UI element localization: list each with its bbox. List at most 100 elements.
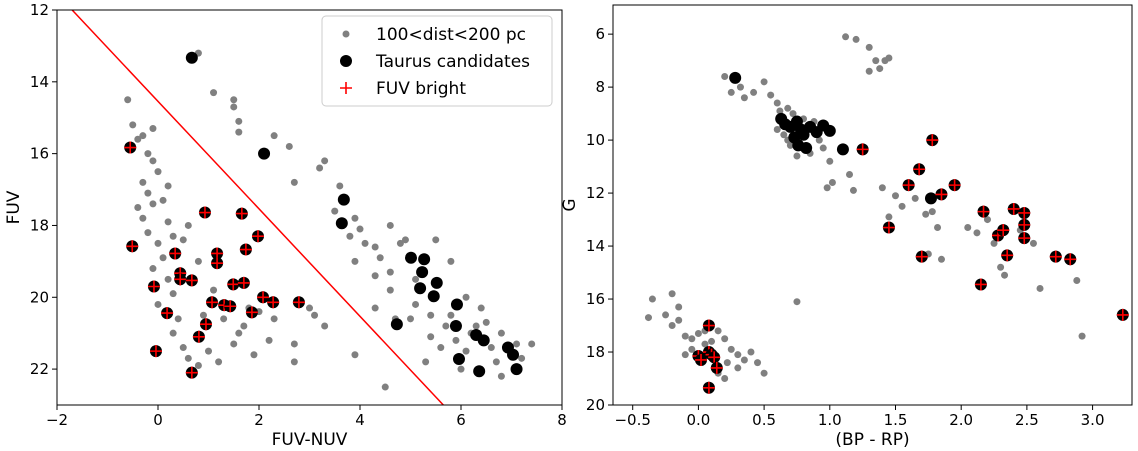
point (206, 296, 219, 309)
point (852, 35, 860, 43)
point (457, 365, 465, 373)
point (924, 192, 937, 205)
x-tick-label: 0.5 (752, 411, 776, 429)
point (727, 345, 735, 353)
point (149, 200, 157, 208)
point-plus (149, 345, 162, 358)
point (139, 132, 147, 140)
point (977, 205, 990, 218)
point (198, 206, 211, 219)
point-plus (1049, 250, 1062, 263)
legend-label: 100<dist<200 pc (376, 25, 526, 45)
point (1029, 239, 1037, 247)
point (793, 298, 801, 306)
point (427, 311, 435, 319)
point (487, 344, 495, 352)
point (331, 207, 339, 215)
point (164, 275, 172, 283)
point (224, 300, 237, 313)
point (346, 232, 354, 240)
x-tick-label: 2.0 (949, 411, 973, 429)
point (335, 217, 348, 230)
point-plus (199, 318, 212, 331)
point (390, 318, 403, 331)
point (184, 221, 192, 229)
x-tick-label: 2.5 (1015, 411, 1039, 429)
point (149, 125, 157, 132)
point (169, 329, 177, 337)
point (928, 208, 936, 216)
point (361, 239, 369, 247)
point-plus (124, 141, 137, 154)
point (265, 336, 273, 344)
y-tick-label: 20 (586, 396, 605, 414)
point-plus (224, 300, 237, 313)
point-plus (902, 179, 915, 192)
y-axis-label: G (560, 198, 580, 211)
point (422, 358, 430, 366)
point (990, 239, 998, 247)
point-plus (1001, 249, 1014, 262)
point (270, 315, 278, 323)
point (849, 186, 857, 194)
point (473, 365, 486, 378)
point (235, 207, 248, 220)
point (416, 266, 429, 279)
point (321, 322, 329, 330)
point (823, 124, 836, 137)
point (412, 275, 420, 283)
point (708, 351, 721, 364)
point (340, 55, 352, 67)
point (872, 57, 880, 65)
point (926, 134, 939, 147)
point (702, 381, 715, 394)
point (973, 229, 981, 237)
point (688, 335, 696, 343)
point-plus (974, 278, 987, 291)
point (386, 221, 394, 229)
point-plus (185, 366, 198, 379)
panel: −2 0 2 4 6 8 12 14 16 18 20 22 FUV-NUV FUV 100<dist<20… (4, 1, 567, 450)
point (815, 136, 823, 144)
point-plus (935, 188, 948, 201)
point (694, 329, 702, 337)
point-plus (997, 224, 1010, 237)
point (342, 30, 350, 38)
point (974, 278, 987, 291)
point-plus (206, 296, 219, 309)
y-tick-label: 16 (586, 290, 605, 308)
point (882, 221, 895, 234)
point (185, 51, 198, 64)
point (290, 358, 298, 366)
point (447, 311, 455, 319)
point (316, 164, 324, 172)
x-tick-label: 4 (355, 411, 365, 429)
point (292, 296, 305, 309)
point (695, 353, 708, 366)
point (675, 316, 683, 324)
point (528, 340, 536, 348)
point (865, 43, 873, 51)
point (800, 142, 813, 155)
point (306, 304, 313, 312)
point (336, 182, 344, 190)
point-plus (267, 296, 280, 309)
point (245, 306, 258, 319)
point (826, 157, 834, 165)
point (902, 179, 915, 192)
point (846, 171, 854, 179)
point (159, 196, 167, 204)
point (386, 286, 394, 294)
point (644, 314, 652, 322)
point (865, 67, 873, 75)
point (220, 315, 228, 323)
point (169, 232, 177, 240)
point (648, 295, 656, 303)
point (911, 194, 919, 202)
point (449, 320, 462, 332)
point (149, 345, 162, 358)
point (891, 192, 899, 200)
point-plus (1018, 206, 1031, 219)
point (492, 358, 500, 366)
point (784, 104, 792, 112)
